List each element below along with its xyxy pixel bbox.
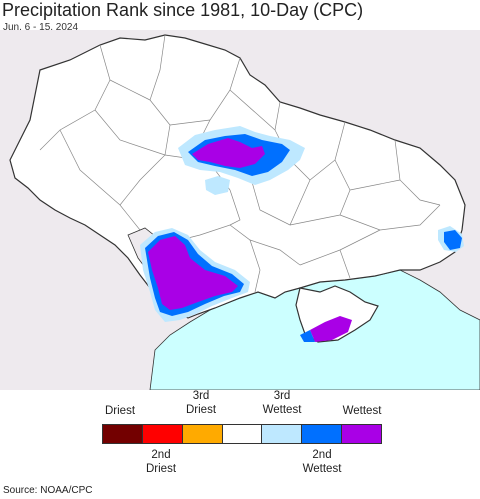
source-credit: Source: NOAA/CPC xyxy=(3,485,93,496)
oblast-borders xyxy=(39,34,441,301)
southwest-wettest xyxy=(148,236,238,310)
legend-swatch-3rd-wettest xyxy=(262,425,303,443)
crimea-wet-edge xyxy=(300,330,315,342)
legend-swatch-2nd-driest xyxy=(142,425,183,443)
legend-swatch-3rd-driest xyxy=(182,425,223,443)
date-range: Jun. 6 - 15, 2024 xyxy=(3,22,79,33)
legend-label-2nd-driest: 2nd Driest xyxy=(145,449,177,475)
legend-swatch-2nd-wettest xyxy=(302,425,343,443)
precipitation-map xyxy=(0,30,480,390)
north-wettest xyxy=(192,138,265,168)
legend-label-wettest: Wettest xyxy=(342,405,382,417)
legend-label-3rd-driest: 3rd Driest xyxy=(185,390,217,416)
crimea-wet xyxy=(310,316,352,342)
legend-swatch-driest xyxy=(103,425,143,443)
legend-label-2nd-wettest: 2nd Wettest xyxy=(302,449,342,475)
legend-label-3rd-wettest: 3rd Wettest xyxy=(262,390,302,416)
map-title: Precipitation Rank since 1981, 10-Day (C… xyxy=(2,0,364,20)
legend-swatch-normal xyxy=(222,425,263,443)
legend-label-driest: Driest xyxy=(104,405,136,417)
east-wet xyxy=(444,230,462,250)
north-central-wet xyxy=(205,176,230,195)
legend-color-bar xyxy=(102,424,382,444)
legend-swatch-wettest xyxy=(342,425,382,443)
